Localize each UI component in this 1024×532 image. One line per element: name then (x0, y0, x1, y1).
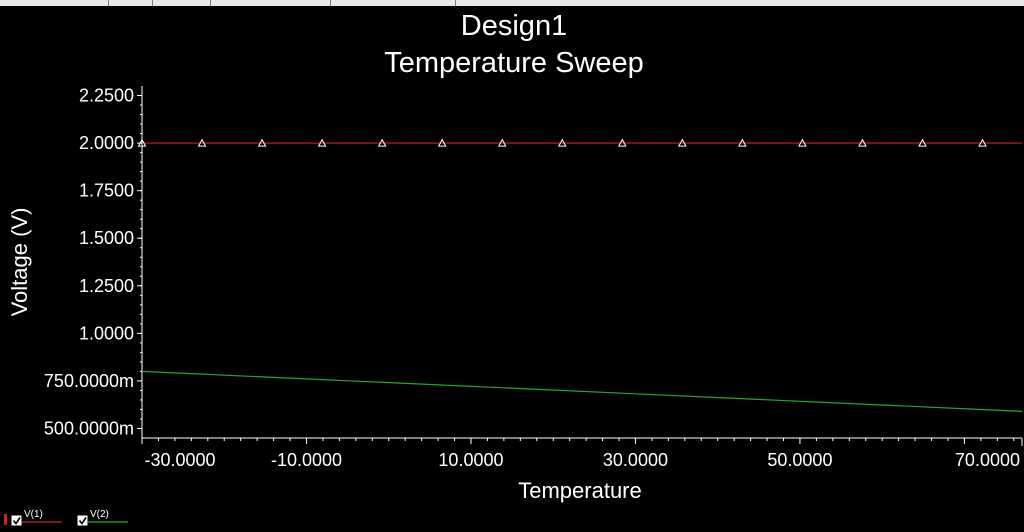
y-tick-label: 2.2500 (79, 86, 134, 106)
y-tick-label: 1.7500 (79, 181, 134, 201)
series-marker-triangle (918, 138, 927, 147)
series-line-v2 (141, 370, 1023, 412)
series-marker-triangle (677, 138, 687, 147)
series-marker-triangle (557, 138, 567, 147)
x-tick-label: 10.0000 (438, 450, 503, 470)
series-layer (137, 138, 1023, 412)
series-marker-triangle (317, 138, 327, 147)
y-tick-label: 1.2500 (79, 276, 134, 296)
series-marker-triangle (377, 138, 387, 147)
series-marker-triangle (137, 138, 147, 147)
check-icon (78, 517, 87, 525)
chart-title: Design1 (461, 10, 567, 42)
series-marker-triangle (858, 138, 867, 147)
x-axis: -30.0000 -10.0000 10.0000 30.0000 50.0000 70.… (141, 438, 1020, 470)
chart-subtitle: Temperature Sweep (384, 47, 644, 79)
series-marker-triangle (738, 138, 747, 147)
series-marker-triangle (798, 138, 807, 147)
x-tick-label: 70.0000 (955, 450, 1020, 470)
x-tick-label: -10.0000 (271, 450, 342, 470)
top-toolbar-strip (0, 0, 1024, 6)
series-marker-triangle (197, 138, 207, 147)
legend: V(1) V(2) (4, 509, 128, 526)
cursor-marker (4, 514, 7, 525)
y-axis-label: Voltage (V) (7, 208, 32, 317)
series-marker-triangle (617, 138, 627, 147)
series-marker-triangle (497, 138, 507, 147)
legend-label: V(1) (24, 509, 43, 520)
check-icon (12, 517, 21, 525)
y-tick-label: 1.0000 (79, 323, 134, 343)
legend-checkbox-v2[interactable] (77, 515, 88, 526)
y-axis: 500.0000m 750.0000m 1.0000 1.2500 1.5000 1.75… (44, 86, 142, 438)
plot-area (141, 86, 1023, 446)
y-tick-label: 1.5000 (79, 228, 134, 248)
x-tick-label: 30.0000 (603, 450, 668, 470)
series-marker-triangle (978, 138, 987, 147)
series-marker-triangle (257, 138, 267, 147)
x-tick-label: 50.0000 (767, 450, 832, 470)
legend-checkbox-v1[interactable] (11, 515, 22, 526)
y-tick-label: 500.0000m (44, 418, 134, 438)
legend-label: V(2) (90, 509, 109, 520)
y-tick-label: 2.0000 (79, 133, 134, 153)
x-axis-label: Temperature (518, 478, 642, 503)
x-tick-label: -30.0000 (144, 450, 215, 470)
series-marker-triangle (437, 138, 447, 147)
y-tick-label: 750.0000m (44, 371, 134, 391)
